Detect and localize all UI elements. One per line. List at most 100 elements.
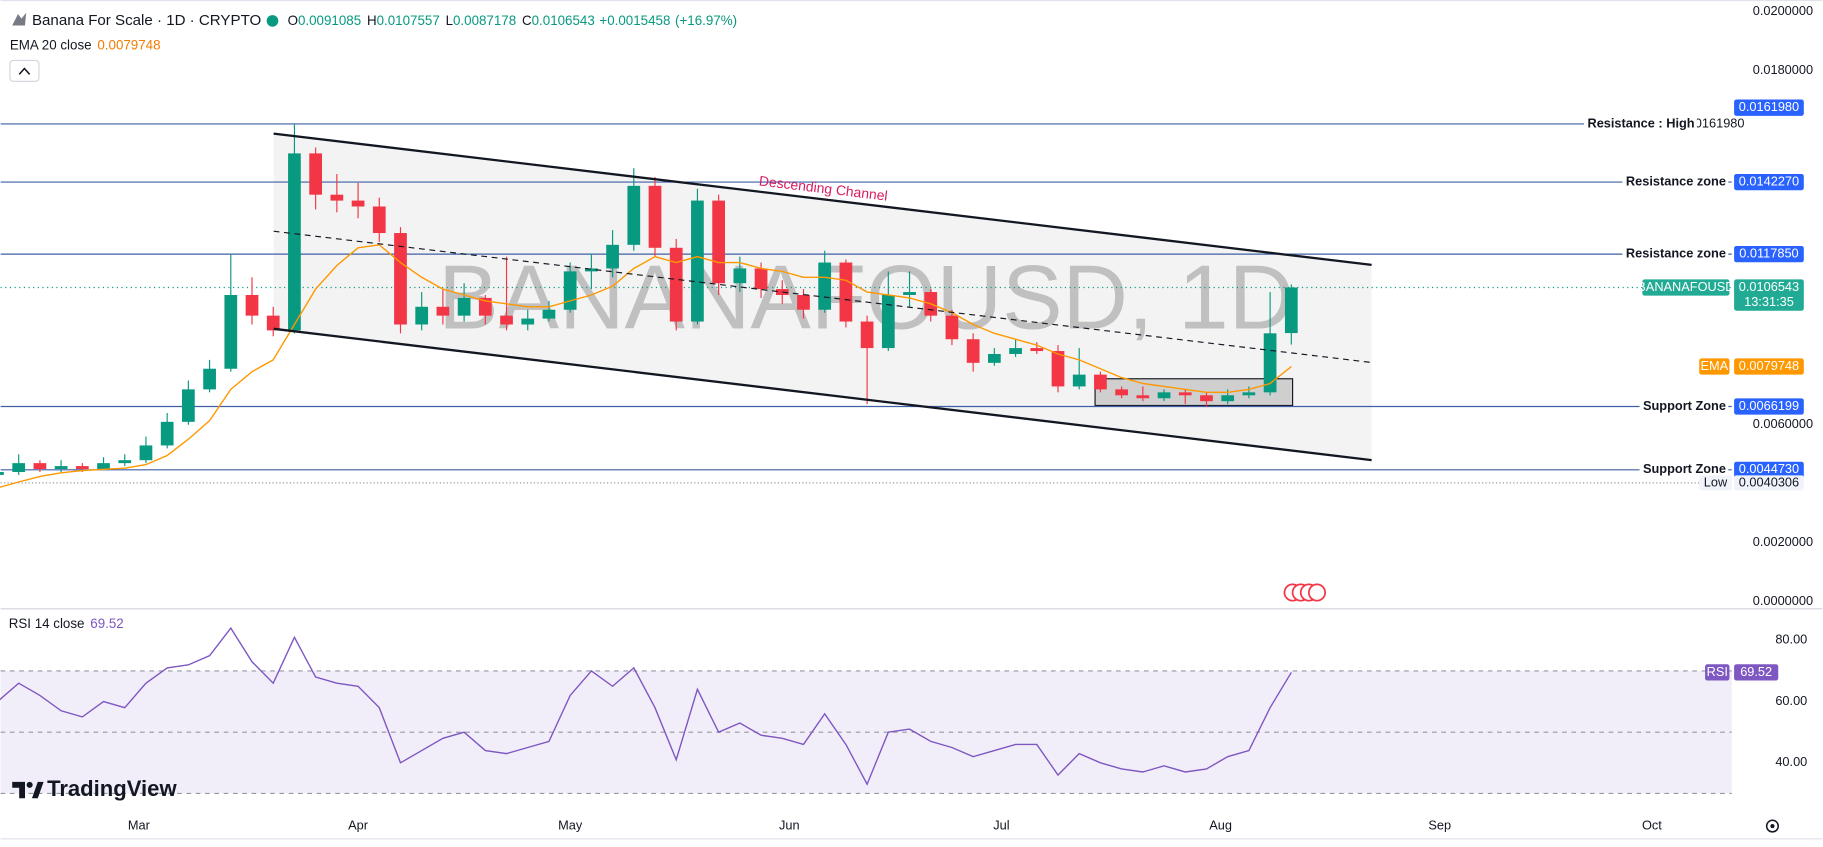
level-price-label-bg bbox=[1734, 173, 1804, 191]
level-name-bg bbox=[1639, 461, 1729, 478]
candle-body bbox=[1242, 392, 1256, 396]
candle-body bbox=[1030, 348, 1044, 352]
chevron-icon[interactable] bbox=[18, 67, 31, 75]
last-price-bg bbox=[1734, 279, 1804, 311]
rsi-name-label-bg bbox=[1705, 664, 1730, 681]
level-name-bg bbox=[1639, 398, 1729, 415]
candle-body bbox=[585, 268, 598, 272]
ema-legend: EMA 20 close 0.0079748 bbox=[10, 37, 161, 52]
candle-body bbox=[224, 294, 238, 369]
candle-body bbox=[118, 460, 132, 464]
gear-icon[interactable] bbox=[1765, 819, 1780, 833]
candle-body bbox=[966, 339, 980, 363]
candle-body bbox=[182, 389, 195, 422]
low-price-label-bg bbox=[1734, 475, 1804, 491]
logo-text: TradingView bbox=[47, 776, 177, 801]
rsi-tick-label: 60.00 bbox=[1775, 693, 1807, 708]
rsi-name-label: RSI bbox=[1707, 664, 1728, 679]
x-tick-label: Apr bbox=[348, 817, 369, 832]
x-tick-label: Oct bbox=[1642, 817, 1662, 832]
candle-body bbox=[0, 471, 4, 475]
candle-body bbox=[754, 268, 768, 290]
candle-body bbox=[12, 463, 26, 472]
candle-body bbox=[839, 262, 853, 322]
x-tick-label: Sep bbox=[1428, 817, 1451, 832]
candle-body bbox=[478, 297, 492, 316]
level-side-label-bg bbox=[1696, 116, 1732, 132]
h-label: H bbox=[367, 12, 377, 27]
l-label: L bbox=[446, 12, 453, 27]
change-pct: (+16.97%) bbox=[675, 12, 737, 27]
logo-dot bbox=[26, 781, 33, 788]
level-name: Resistance : High bbox=[1587, 115, 1694, 130]
ema-price-label-bg bbox=[1734, 358, 1804, 375]
candle-body bbox=[75, 466, 89, 470]
flag-icon bbox=[1307, 583, 1326, 602]
candle-body bbox=[945, 315, 959, 340]
candle-body bbox=[669, 247, 683, 322]
candle-body bbox=[309, 153, 323, 195]
rsi-legend-value: 69.52 bbox=[90, 615, 123, 630]
settings-button[interactable] bbox=[1765, 819, 1780, 833]
c-value: 0.0106543 bbox=[532, 12, 595, 27]
market-status bbox=[266, 15, 279, 27]
gear-center[interactable] bbox=[1770, 823, 1775, 829]
level-price-label-bg bbox=[1734, 461, 1804, 478]
level-price-label: 0.0044730 bbox=[1739, 461, 1799, 476]
candle-body bbox=[988, 353, 1001, 363]
ticker-label: BANANAFOUSD bbox=[1637, 279, 1734, 294]
candle-body bbox=[712, 200, 725, 284]
symbol-title: Banana For Scale · 1D · CRYPTO bbox=[32, 12, 262, 29]
x-tick-label: Jul bbox=[993, 817, 1009, 832]
level-price-label-bg bbox=[1734, 245, 1804, 263]
candle-body bbox=[860, 321, 874, 349]
ema-name-label-bg bbox=[1699, 358, 1730, 375]
collapse-button[interactable] bbox=[9, 59, 40, 82]
candle-body bbox=[351, 200, 365, 207]
rsi-value-label: 69.52 bbox=[1740, 664, 1772, 679]
ema-legend-value: 0.0079748 bbox=[97, 37, 160, 52]
x-tick-label: Jun bbox=[779, 817, 800, 832]
data-layer bbox=[0, 123, 1732, 794]
candle-body bbox=[521, 318, 535, 325]
channel-upper bbox=[273, 132, 1372, 267]
candle-body bbox=[415, 306, 429, 325]
level-price-label: 0.0117850 bbox=[1739, 246, 1798, 261]
channel-lower bbox=[273, 327, 1372, 462]
candle-body bbox=[903, 292, 916, 295]
collapse-box[interactable] bbox=[9, 59, 40, 82]
tradingview-logo: TradingView bbox=[12, 776, 177, 801]
channel-mid bbox=[273, 230, 1372, 364]
candle-body bbox=[330, 194, 344, 201]
candle-body bbox=[1263, 333, 1277, 393]
candle-body bbox=[627, 185, 641, 245]
candle-body bbox=[97, 463, 110, 470]
candle-body bbox=[266, 315, 280, 331]
candle-body bbox=[245, 294, 259, 316]
x-tick-label: May bbox=[558, 817, 583, 832]
countdown-label: 13:31:35 bbox=[1744, 294, 1794, 309]
candle-body bbox=[436, 306, 450, 316]
y-tick-label: 0.0020000 bbox=[1753, 534, 1813, 549]
header: Banana For Scale · 1D · CRYPTO O0.009108… bbox=[9, 12, 737, 631]
candle-body bbox=[33, 463, 47, 470]
candle-body bbox=[691, 200, 704, 322]
o-value: 0.0091085 bbox=[298, 12, 361, 27]
h-value: 0.0107557 bbox=[377, 12, 440, 27]
candle-body bbox=[1284, 287, 1298, 334]
ohlc-legend: O0.0091085 H0.0107557 L0.0087178 C0.0106543… bbox=[288, 12, 737, 27]
rsi-value-label-bg bbox=[1734, 664, 1779, 681]
level-name-bg bbox=[1622, 173, 1729, 191]
symbol-icon bbox=[12, 12, 27, 26]
level-price-label-bg bbox=[1734, 99, 1804, 116]
logo-mark bbox=[31, 781, 44, 799]
candle-body bbox=[394, 233, 407, 325]
candle-body bbox=[881, 294, 895, 349]
y-tick-label: 0.0060000 bbox=[1753, 416, 1813, 431]
candle-body bbox=[1221, 395, 1235, 402]
level-name: Resistance zone bbox=[1626, 173, 1726, 188]
y-tick-label: 0.0180000 bbox=[1753, 62, 1813, 77]
level-price-label-bg bbox=[1734, 398, 1804, 415]
candle-body bbox=[1136, 395, 1150, 399]
